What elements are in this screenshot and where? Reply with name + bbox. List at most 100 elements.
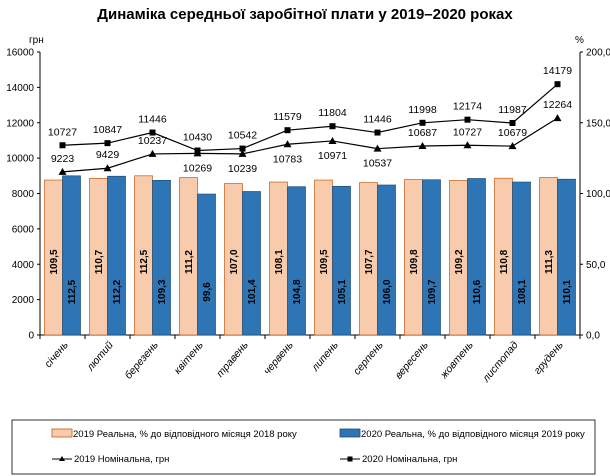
point-2019-nominal xyxy=(238,149,247,157)
line-value-label: 10430 xyxy=(183,132,212,144)
point-2019-nominal xyxy=(508,142,517,150)
line-2020-nominal xyxy=(62,83,558,152)
x-tick-label: квітень xyxy=(172,339,206,376)
bar-2020-real xyxy=(332,185,351,336)
bar-2020-real xyxy=(512,181,531,336)
line-value-label: 11446 xyxy=(138,114,167,126)
point-2020-nominal xyxy=(464,116,471,123)
line-value-label: 10679 xyxy=(498,127,527,139)
bar-value-label: 109,5 xyxy=(49,249,60,274)
line-value-label: 10687 xyxy=(408,127,437,139)
point-2020-nominal xyxy=(59,142,66,149)
right-axis-unit: % xyxy=(575,35,584,46)
line-value-label: 10239 xyxy=(228,163,257,175)
point-2019-nominal xyxy=(148,149,157,157)
legend-swatch-2019-real xyxy=(51,428,73,438)
point-2020-nominal xyxy=(149,129,156,136)
bar-2020-real xyxy=(62,175,81,336)
bar-2020-real xyxy=(557,178,576,336)
bar-value-label: 110,6 xyxy=(472,279,483,304)
legend-label-2019-nominal: 2019 Номінальна, грн xyxy=(74,454,169,465)
chart-title: Динаміка середньої заробітної плати у 20… xyxy=(97,6,513,23)
left-tick-label: 6000 xyxy=(12,224,35,235)
point-2019-nominal xyxy=(103,164,112,172)
bar-value-label: 109,2 xyxy=(454,249,465,274)
left-tick-label: 0 xyxy=(28,331,34,342)
point-2020-nominal xyxy=(104,140,111,147)
right-tick-label: 150,0 xyxy=(586,118,610,129)
x-tick-label: лютий xyxy=(84,339,116,374)
bar-value-label: 106,0 xyxy=(382,279,393,304)
x-tick-label: червень xyxy=(261,339,296,377)
bar-value-label: 112,5 xyxy=(139,249,150,274)
point-2020-nominal xyxy=(284,127,291,134)
x-tick-label: січень xyxy=(42,339,71,370)
bar-2020-real xyxy=(152,179,171,336)
line-value-label: 11987 xyxy=(498,104,527,116)
bar-2020-real xyxy=(197,193,216,336)
point-2019-nominal xyxy=(328,136,337,144)
legend-label-2019-real: 2019 Реальна, % до відповідного місяця 2… xyxy=(73,429,297,440)
bar-value-label: 105,1 xyxy=(337,279,348,304)
bar-value-label: 111,3 xyxy=(544,250,555,274)
bar-value-label: 112,5 xyxy=(67,279,78,304)
right-tick-label: 0,0 xyxy=(586,331,600,342)
x-tick-label: листопад xyxy=(480,339,521,385)
bar-value-label: 110,7 xyxy=(94,249,105,274)
right-tick-label: 100,0 xyxy=(586,189,610,200)
line-value-label: 11804 xyxy=(318,107,347,119)
x-tick-label: травень xyxy=(214,339,251,379)
point-2020-nominal xyxy=(419,119,426,126)
bar-value-label: 109,5 xyxy=(319,249,330,274)
right-tick-label: 50,0 xyxy=(586,260,606,271)
bar-value-label: 109,3 xyxy=(157,279,168,304)
bar-value-label: 107,7 xyxy=(364,249,375,274)
point-2020-nominal xyxy=(374,129,381,136)
point-2020-nominal xyxy=(509,119,516,126)
point-2019-nominal xyxy=(463,141,472,149)
bar-value-label: 108,1 xyxy=(274,249,285,274)
point-2020-nominal xyxy=(194,147,201,154)
left-tick-label: 8000 xyxy=(12,189,35,200)
x-tick-label: жовтень xyxy=(437,339,475,381)
right-tick-label: 200,0 xyxy=(586,48,610,59)
bar-value-label: 111,2 xyxy=(184,250,195,274)
line-value-label: 12264 xyxy=(543,99,572,111)
line-value-label: 10847 xyxy=(93,124,122,136)
line-2019-nominal xyxy=(62,117,558,173)
x-tick-label: березень xyxy=(123,339,161,381)
line-value-label: 10727 xyxy=(453,126,482,138)
bar-value-label: 107,0 xyxy=(229,249,240,274)
legend-label-2020-real: 2020 Реальна, % до відповідного місяця 2… xyxy=(361,429,585,440)
legend-label-2020-nominal: 2020 Номінальна, грн xyxy=(362,454,457,465)
x-tick-label: вересень xyxy=(393,339,431,381)
bar-2020-real xyxy=(287,186,306,336)
point-2019-nominal xyxy=(58,167,67,175)
line-value-label: 11446 xyxy=(363,114,392,126)
bar-value-label: 110,1 xyxy=(562,279,573,304)
line-value-label: 12174 xyxy=(453,101,482,113)
left-tick-label: 4000 xyxy=(12,260,35,271)
point-2019-nominal xyxy=(418,141,427,149)
bar-value-label: 110,8 xyxy=(499,249,510,274)
legend-swatch-2020-real xyxy=(339,428,361,438)
point-2020-nominal xyxy=(239,145,246,152)
line-value-label: 10727 xyxy=(48,126,77,138)
bar-2020-real xyxy=(467,178,486,336)
line-value-label: 9223 xyxy=(51,153,75,165)
left-axis-unit: грн xyxy=(29,35,44,46)
left-tick-label: 12000 xyxy=(6,118,34,129)
x-tick-label: грудень xyxy=(532,339,566,376)
line-value-label: 10237 xyxy=(138,135,167,147)
line-value-label: 14179 xyxy=(543,65,572,77)
line-value-label: 10783 xyxy=(273,153,302,165)
bar-value-label: 109,8 xyxy=(409,249,420,274)
bar-value-label: 101,4 xyxy=(247,279,258,304)
line-value-label: 10542 xyxy=(228,130,257,142)
point-2019-nominal xyxy=(283,140,292,148)
line-value-label: 10537 xyxy=(363,158,392,170)
line-value-label: 9429 xyxy=(96,149,120,161)
line-value-label: 11998 xyxy=(408,104,437,116)
bar-2020-real xyxy=(242,191,261,336)
